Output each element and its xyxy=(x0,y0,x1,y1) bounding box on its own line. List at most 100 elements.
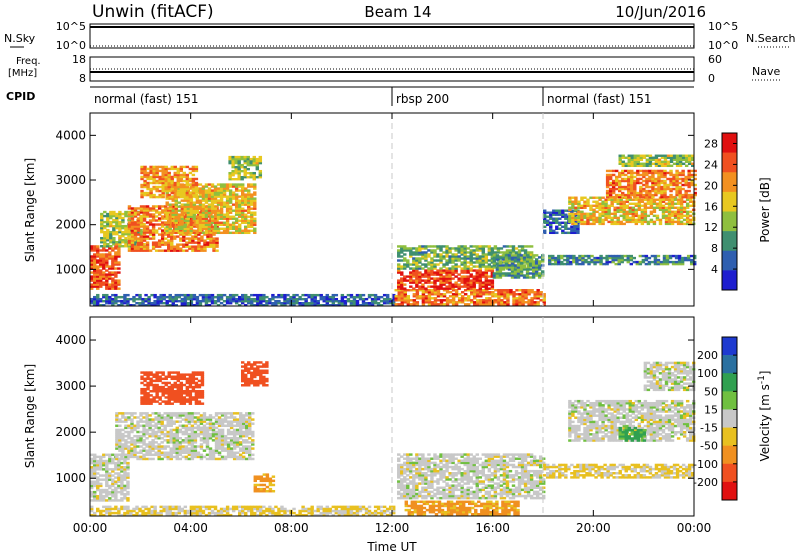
power-cell xyxy=(247,215,251,218)
power-cell xyxy=(573,225,577,228)
power-cell xyxy=(657,162,662,166)
power-cell xyxy=(255,157,260,161)
power-cell xyxy=(189,301,194,305)
power-cell xyxy=(192,205,197,208)
velocity-cell xyxy=(90,470,94,473)
power-cell xyxy=(126,299,130,303)
power-cell xyxy=(234,231,239,235)
power-cell xyxy=(237,165,241,169)
power-cell xyxy=(346,299,351,303)
power-cell xyxy=(247,193,251,196)
power-cell xyxy=(589,222,593,226)
power-cell xyxy=(598,218,602,222)
power-cell xyxy=(551,262,555,266)
velocity-cell xyxy=(121,414,125,417)
power-cell xyxy=(448,285,452,288)
power-cell xyxy=(212,247,216,250)
power-cell xyxy=(436,277,440,280)
velocity-cell xyxy=(130,447,134,450)
power-cell xyxy=(568,216,572,220)
power-cell xyxy=(124,224,128,228)
power-cell xyxy=(463,253,467,256)
power-cell xyxy=(660,185,664,189)
power-cell xyxy=(564,217,568,220)
power-cell xyxy=(403,267,407,270)
power-cell xyxy=(105,269,109,272)
power-cell xyxy=(415,259,419,262)
power-cell xyxy=(604,218,608,222)
power-cell xyxy=(577,202,581,205)
power-cell xyxy=(436,287,440,290)
velocity-cell xyxy=(114,497,118,500)
power-cell xyxy=(250,213,254,216)
power-cell xyxy=(376,297,381,301)
power-cell xyxy=(283,299,287,303)
power-cell xyxy=(629,258,633,262)
power-cell xyxy=(397,245,401,248)
power-cell xyxy=(671,254,676,258)
nsky-label: N.Sky xyxy=(4,32,36,45)
power-cell xyxy=(633,193,637,197)
power-cell xyxy=(552,217,556,220)
power-cell xyxy=(127,234,131,238)
power-cell xyxy=(549,229,553,233)
power-cell xyxy=(403,293,407,296)
power-cell xyxy=(216,209,221,212)
power-cell xyxy=(331,301,336,305)
power-cell xyxy=(488,303,492,306)
power-cell xyxy=(158,175,162,179)
power-cell xyxy=(684,175,688,179)
power-cell xyxy=(611,181,616,185)
power-cell xyxy=(171,303,175,307)
velocity-cell xyxy=(120,468,124,471)
power-cell xyxy=(640,212,645,216)
power-cell xyxy=(370,293,375,297)
power-cell xyxy=(189,201,194,204)
power-cell xyxy=(614,179,619,183)
power-cell xyxy=(499,247,504,250)
power-cell xyxy=(665,260,670,264)
power-cell xyxy=(105,295,109,299)
power-cell xyxy=(215,241,219,244)
power-cell xyxy=(531,272,536,275)
power-cell xyxy=(608,256,612,260)
power-cell xyxy=(448,281,452,284)
power-cell xyxy=(469,253,473,256)
power-cell xyxy=(642,164,647,168)
velocity-cell xyxy=(142,441,146,444)
velocity-cell xyxy=(115,453,119,457)
power-cell xyxy=(133,209,138,212)
power-cell xyxy=(207,295,212,299)
velocity-cell xyxy=(136,424,140,428)
power-cell xyxy=(109,214,113,218)
power-cell xyxy=(472,265,476,268)
power-cell xyxy=(179,167,184,171)
power-cell xyxy=(418,245,422,248)
velocity-cell xyxy=(118,420,122,423)
power-cell xyxy=(201,207,206,210)
power-cell xyxy=(469,261,473,264)
power-cell xyxy=(653,262,658,266)
power-cell xyxy=(213,221,218,224)
velocity-cell xyxy=(142,428,146,432)
power-cell xyxy=(247,231,251,235)
power-cell xyxy=(527,303,531,306)
power-cell xyxy=(188,191,193,195)
power-cell xyxy=(146,175,150,179)
power-cell xyxy=(418,249,422,252)
velocity-cell xyxy=(139,424,143,428)
power-cell xyxy=(517,245,522,248)
power-cell xyxy=(506,295,510,298)
power-cell xyxy=(690,179,694,183)
power-cell xyxy=(430,291,435,294)
power-cell xyxy=(247,209,251,212)
power-cell xyxy=(111,285,115,288)
power-cell xyxy=(660,173,664,177)
power-cell xyxy=(667,222,672,226)
power-cell xyxy=(164,189,168,193)
velocity-cell xyxy=(108,484,112,488)
power-cell xyxy=(657,179,661,183)
power-cell xyxy=(225,185,230,188)
velocity-cell xyxy=(93,476,97,479)
power-cell xyxy=(198,221,203,224)
